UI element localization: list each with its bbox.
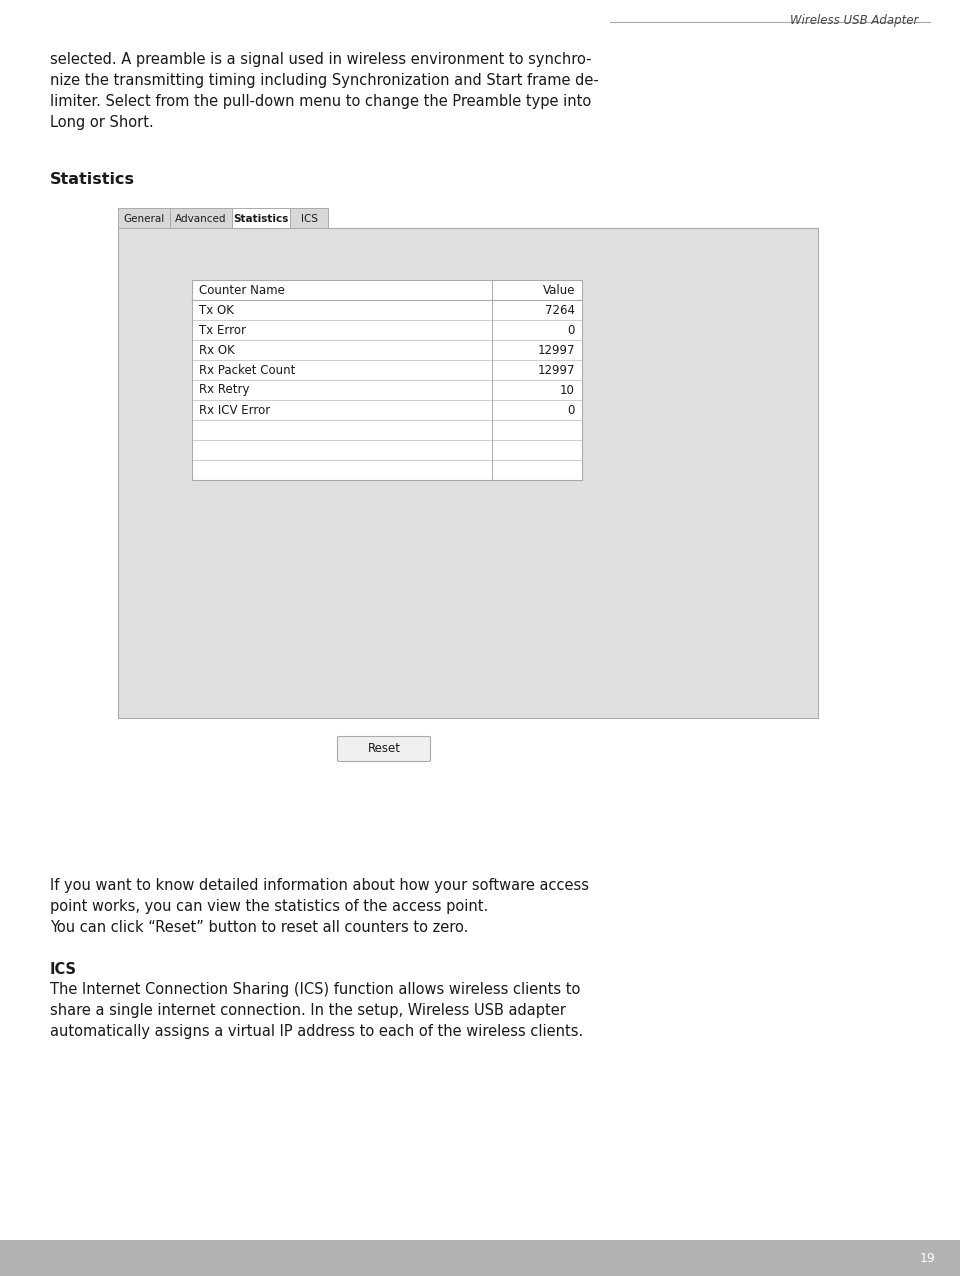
Bar: [290, 208, 328, 228]
Bar: [170, 208, 232, 228]
Text: Rx ICV Error: Rx ICV Error: [199, 403, 271, 416]
Text: nize the transmitting timing including Synchronization and Start frame de-: nize the transmitting timing including S…: [50, 73, 599, 88]
Text: Statistics: Statistics: [233, 214, 289, 225]
Text: Long or Short.: Long or Short.: [50, 115, 154, 130]
Text: 0: 0: [567, 324, 575, 337]
Bar: [232, 208, 290, 228]
Text: Advanced: Advanced: [176, 214, 227, 225]
Text: 19: 19: [920, 1252, 935, 1265]
Text: You can click “Reset” button to reset all counters to zero.: You can click “Reset” button to reset al…: [50, 920, 468, 935]
Bar: [192, 279, 582, 480]
Text: 10: 10: [560, 384, 575, 397]
Text: Counter Name: Counter Name: [199, 283, 285, 296]
Text: 0: 0: [567, 403, 575, 416]
Text: Statistics: Statistics: [50, 172, 135, 188]
Text: 12997: 12997: [538, 343, 575, 356]
Text: Rx Retry: Rx Retry: [199, 384, 250, 397]
Bar: [118, 208, 170, 228]
Bar: [0, 1240, 960, 1276]
Text: Reset: Reset: [368, 743, 400, 755]
FancyBboxPatch shape: [338, 736, 430, 762]
Text: If you want to know detailed information about how your software access: If you want to know detailed information…: [50, 878, 589, 893]
Text: Tx OK: Tx OK: [199, 304, 234, 316]
Text: ICS: ICS: [300, 214, 318, 225]
Text: share a single internet connection. In the setup, Wireless USB adapter: share a single internet connection. In t…: [50, 1003, 565, 1018]
Text: automatically assigns a virtual IP address to each of the wireless clients.: automatically assigns a virtual IP addre…: [50, 1025, 584, 1039]
Text: The Internet Connection Sharing (ICS) function allows wireless clients to: The Internet Connection Sharing (ICS) fu…: [50, 983, 581, 997]
Bar: [118, 228, 818, 718]
Text: point works, you can view the statistics of the access point.: point works, you can view the statistics…: [50, 900, 489, 914]
Text: Value: Value: [542, 283, 575, 296]
Text: selected. A preamble is a signal used in wireless environment to synchro-: selected. A preamble is a signal used in…: [50, 52, 591, 68]
Text: Rx OK: Rx OK: [199, 343, 235, 356]
Text: Wireless USB Adapter: Wireless USB Adapter: [790, 14, 918, 27]
Text: limiter. Select from the pull-down menu to change the Preamble type into: limiter. Select from the pull-down menu …: [50, 94, 591, 108]
Text: Rx Packet Count: Rx Packet Count: [199, 364, 296, 376]
Text: General: General: [124, 214, 164, 225]
Text: ICS: ICS: [50, 962, 77, 977]
Text: Tx Error: Tx Error: [199, 324, 246, 337]
Text: 7264: 7264: [545, 304, 575, 316]
Text: 12997: 12997: [538, 364, 575, 376]
